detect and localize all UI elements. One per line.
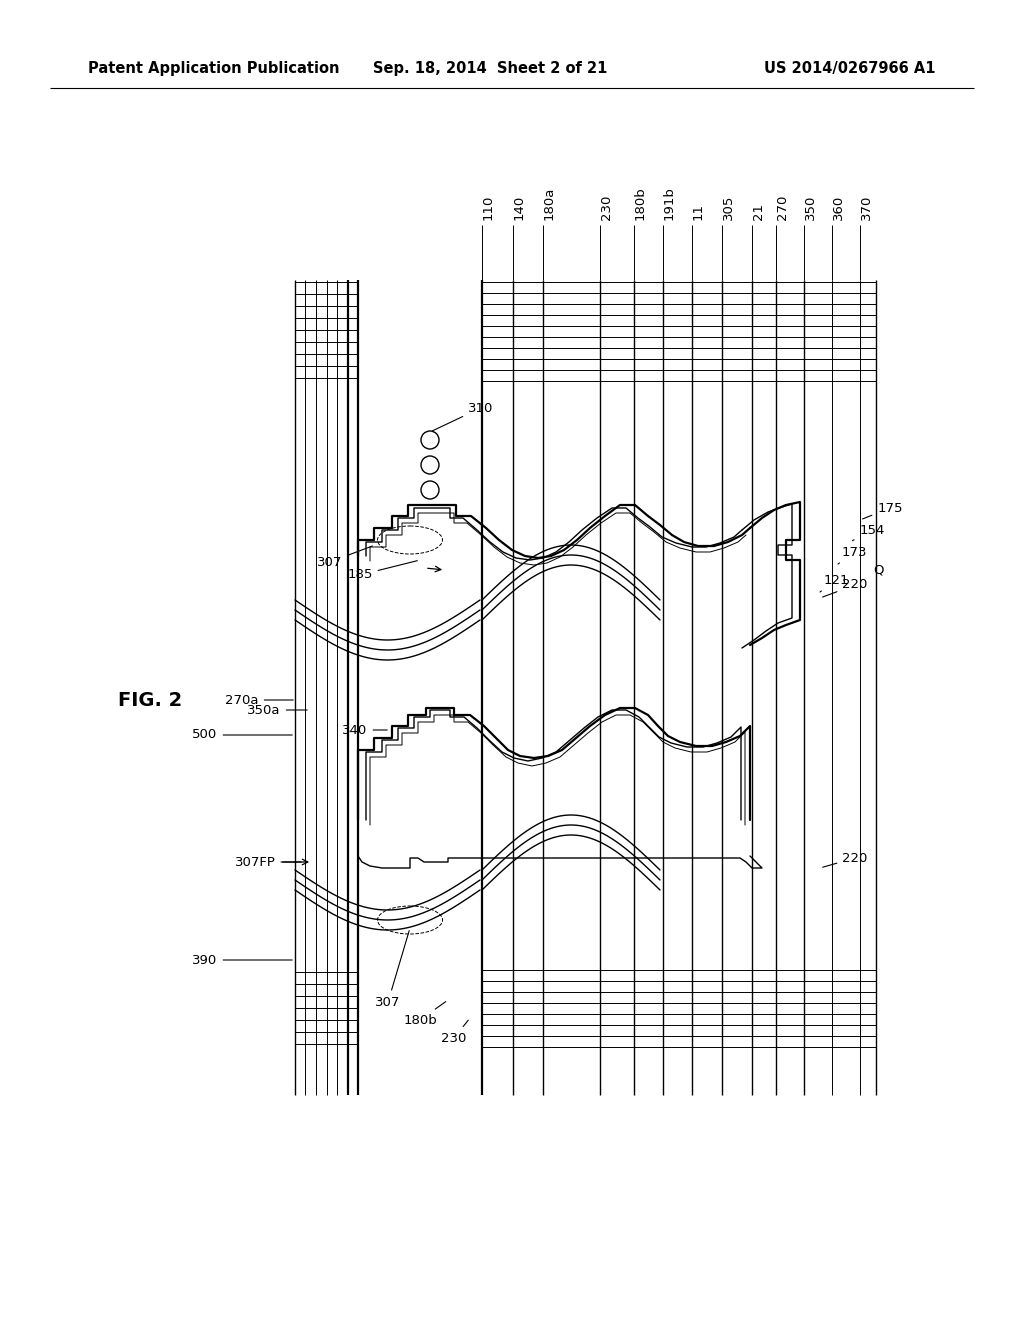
Text: 185: 185 (347, 561, 418, 582)
Text: 140: 140 (513, 195, 526, 220)
Text: 350: 350 (804, 194, 817, 220)
Text: 175: 175 (862, 502, 903, 519)
Text: 340: 340 (342, 723, 387, 737)
Text: 270a: 270a (225, 693, 293, 706)
Text: Sep. 18, 2014  Sheet 2 of 21: Sep. 18, 2014 Sheet 2 of 21 (373, 61, 607, 75)
Text: 11: 11 (692, 203, 705, 220)
Text: 121: 121 (820, 573, 849, 591)
Text: FIG. 2: FIG. 2 (118, 690, 182, 710)
Text: 180b: 180b (634, 186, 647, 220)
Text: 350a: 350a (247, 704, 307, 717)
Text: 173: 173 (838, 545, 866, 564)
Text: 220: 220 (822, 578, 867, 597)
Text: 180a: 180a (543, 186, 556, 220)
Text: 307: 307 (376, 931, 410, 1008)
Text: 390: 390 (193, 953, 292, 966)
Text: US 2014/0267966 A1: US 2014/0267966 A1 (765, 61, 936, 75)
Text: 307FP: 307FP (234, 855, 301, 869)
Text: 500: 500 (193, 729, 292, 742)
Text: 310: 310 (432, 401, 494, 430)
Text: 180b: 180b (403, 1002, 445, 1027)
Text: 370: 370 (860, 194, 873, 220)
Text: 305: 305 (722, 194, 735, 220)
Text: 270: 270 (776, 194, 790, 220)
Text: 110: 110 (482, 194, 495, 220)
Text: 230: 230 (600, 194, 613, 220)
Text: Q: Q (872, 564, 884, 577)
Text: 360: 360 (831, 195, 845, 220)
Text: 230: 230 (441, 1020, 468, 1044)
Text: 220: 220 (822, 851, 867, 867)
Text: Patent Application Publication: Patent Application Publication (88, 61, 340, 75)
Text: 21: 21 (752, 203, 765, 220)
Text: 154: 154 (852, 524, 885, 541)
Text: 191b: 191b (663, 186, 676, 220)
Text: 307: 307 (317, 546, 373, 569)
